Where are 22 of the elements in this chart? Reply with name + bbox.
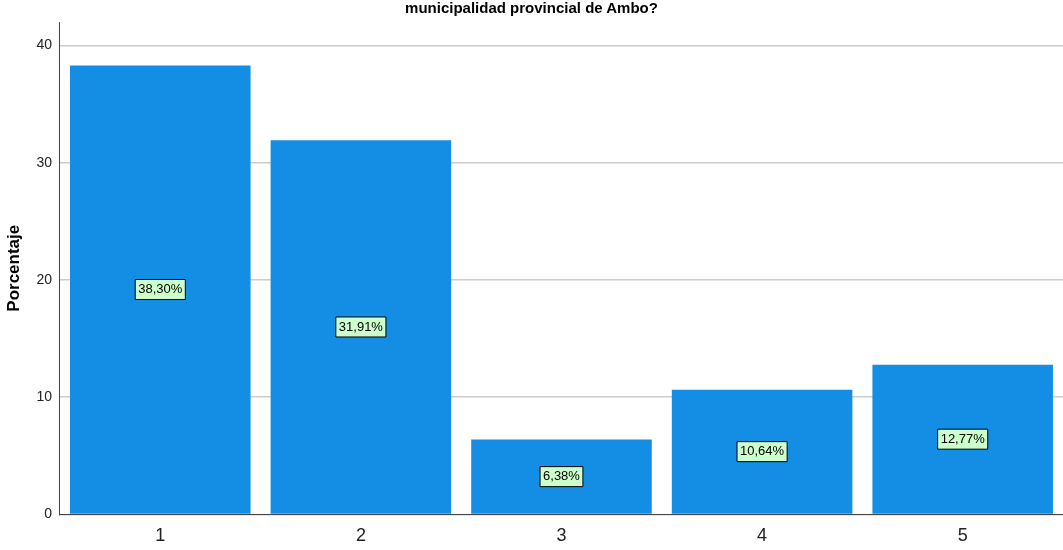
x-tick-label: 3	[556, 525, 567, 546]
data-label: 12,77%	[940, 430, 986, 446]
x-tick-label: 2	[355, 525, 366, 546]
bar	[671, 389, 853, 514]
data-label: 6,38%	[543, 468, 581, 484]
y-axis-title: Porcentaje	[3, 224, 23, 312]
y-tick-label: 0	[44, 505, 53, 522]
bar	[70, 65, 251, 514]
data-label: 10,64%	[740, 443, 785, 459]
x-tick-label: 5	[957, 525, 968, 546]
bar	[471, 439, 652, 514]
x-tick-label: 4	[757, 525, 768, 546]
bar	[270, 140, 452, 514]
y-tick-label: 40	[36, 36, 53, 53]
data-label: 31,91%	[338, 318, 384, 334]
y-tick-label: 10	[36, 388, 53, 405]
bar	[872, 364, 1053, 514]
chart-title: municipalidad provincial de Ambo?	[405, 0, 658, 17]
x-tick-label: 1	[155, 525, 166, 546]
y-tick-label: 20	[36, 270, 53, 287]
y-tick-label: 30	[36, 153, 53, 170]
data-label: 38,30%	[138, 281, 183, 297]
